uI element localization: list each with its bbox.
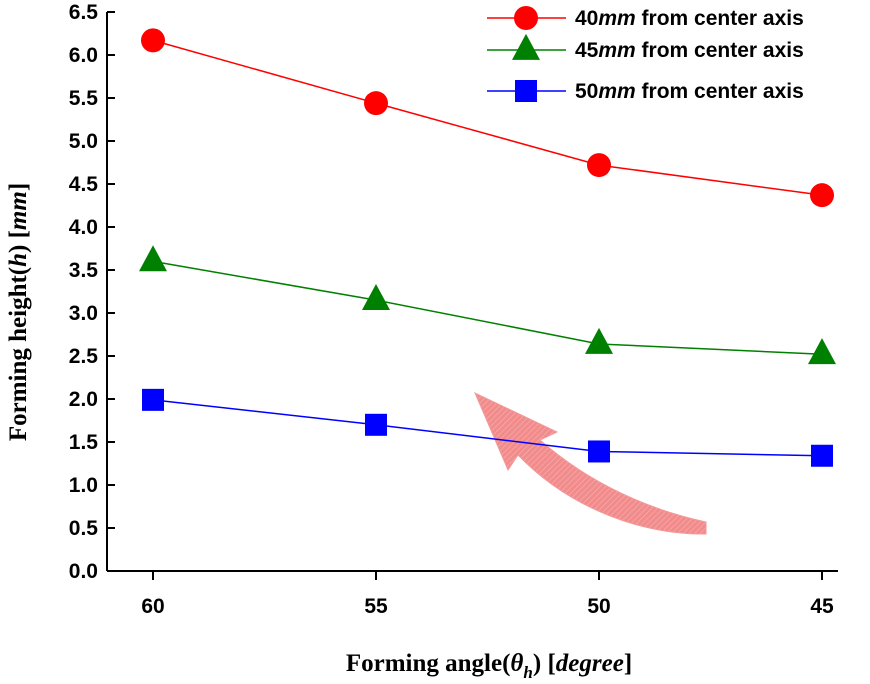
x-axis-ticks: 60 55 50 45 — [141, 571, 834, 618]
legend-marker-square — [515, 80, 537, 102]
data-point-square — [588, 440, 610, 463]
x-axis-label: Forming angle(θh) [degree] — [346, 650, 632, 682]
series-line — [152, 399, 823, 457]
y-tick-label: 4.0 — [69, 216, 98, 239]
y-tick-label: 0.0 — [69, 560, 98, 583]
data-point-circle — [587, 153, 611, 178]
legend-label: 50mm from center axis — [575, 80, 804, 103]
data-point-square — [811, 444, 833, 467]
y-tick-label: 3.5 — [69, 259, 99, 282]
y-axis-ticks: 0.0 0.5 1.0 1.5 2.0 2.5 3.0 3.5 4.0 4.5 5.0 5.5 6.0 6… — [69, 1, 115, 583]
series-40mm — [141, 28, 834, 208]
x-tick-label: 45 — [810, 595, 834, 618]
series-line — [152, 39, 823, 196]
data-point-square — [142, 388, 164, 411]
x-tick-label: 55 — [364, 595, 388, 618]
legend-item: 40mm from center axis — [487, 6, 804, 30]
data-point-circle — [364, 91, 388, 116]
y-tick-label: 2.0 — [69, 388, 98, 411]
legend-marker-triangle — [512, 33, 540, 60]
x-tick-label: 60 — [141, 595, 164, 618]
data-point-triangle — [362, 283, 390, 310]
data-point-triangle — [808, 338, 836, 365]
legend: 40mm from center axis 45mm from center ax… — [487, 6, 804, 103]
legend-marker-circle — [514, 6, 538, 30]
x-tick-label: 50 — [587, 595, 610, 618]
y-tick-label: 2.5 — [69, 345, 99, 368]
y-tick-label: 1.0 — [69, 474, 98, 497]
y-tick-label: 1.5 — [69, 431, 99, 454]
series-50mm — [142, 388, 833, 467]
series-line — [152, 260, 823, 356]
data-point-triangle — [585, 327, 613, 354]
trend-arrow-annotation — [474, 391, 707, 535]
y-tick-label: 3.0 — [69, 302, 98, 325]
data-point-circle — [810, 183, 834, 208]
legend-label: 45mm from center axis — [575, 39, 804, 62]
y-tick-label: 5.0 — [69, 130, 98, 153]
data-point-circle — [141, 28, 165, 53]
series-layer — [139, 28, 836, 467]
y-tick-label: 0.5 — [69, 517, 99, 540]
legend-item: 50mm from center axis — [487, 80, 804, 103]
data-point-triangle — [139, 245, 167, 272]
axes — [106, 12, 838, 572]
y-tick-label: 6.5 — [69, 1, 99, 24]
legend-label: 40mm from center axis — [575, 7, 804, 30]
data-point-square — [365, 413, 387, 436]
series-45mm — [139, 245, 836, 365]
y-tick-label: 6.0 — [69, 44, 98, 67]
y-tick-label: 4.5 — [69, 173, 99, 196]
y-axis-label: Forming height(h) [mm] — [5, 183, 32, 441]
legend-item: 45mm from center axis — [487, 33, 804, 62]
y-tick-label: 5.5 — [69, 87, 99, 110]
